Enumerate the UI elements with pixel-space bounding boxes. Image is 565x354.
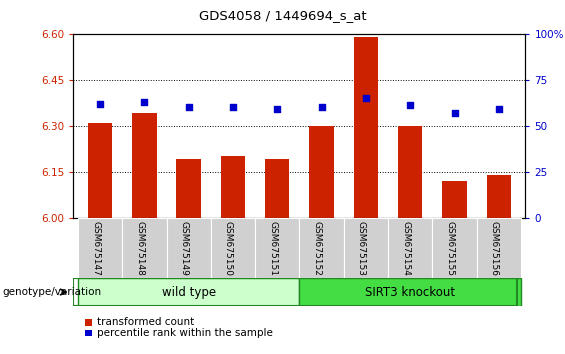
- Text: GSM675148: GSM675148: [136, 221, 144, 276]
- Bar: [310, 126, 334, 218]
- Text: GSM675152: GSM675152: [312, 221, 321, 276]
- Point: [228, 104, 237, 110]
- Text: percentile rank within the sample: percentile rank within the sample: [97, 328, 273, 338]
- Point: [362, 95, 371, 101]
- Bar: [398, 126, 423, 218]
- Bar: [78, 218, 122, 278]
- Text: GDS4058 / 1449694_s_at: GDS4058 / 1449694_s_at: [199, 9, 366, 22]
- Bar: [255, 218, 299, 278]
- Text: SIRT3 knockout: SIRT3 knockout: [365, 286, 455, 298]
- Bar: [85, 330, 92, 336]
- Point: [273, 106, 282, 112]
- Text: genotype/variation: genotype/variation: [3, 287, 102, 297]
- Text: GSM675154: GSM675154: [401, 221, 410, 276]
- Bar: [299, 218, 344, 278]
- Point: [317, 104, 326, 110]
- Bar: [442, 181, 467, 218]
- Bar: [88, 122, 112, 218]
- Bar: [344, 218, 388, 278]
- Text: GSM675150: GSM675150: [224, 221, 233, 276]
- Text: GSM675147: GSM675147: [91, 221, 100, 276]
- Bar: [122, 218, 167, 278]
- Bar: [354, 37, 378, 218]
- Text: GSM675156: GSM675156: [490, 221, 499, 276]
- Bar: [221, 156, 245, 218]
- Text: GSM675149: GSM675149: [180, 221, 189, 276]
- Bar: [486, 175, 511, 218]
- Bar: [388, 218, 432, 278]
- Point: [406, 103, 415, 108]
- Bar: [132, 113, 157, 218]
- Bar: [477, 218, 521, 278]
- Text: GSM675155: GSM675155: [446, 221, 455, 276]
- Text: wild type: wild type: [162, 286, 216, 298]
- Text: transformed count: transformed count: [97, 318, 194, 327]
- Bar: [265, 159, 289, 218]
- Bar: [211, 218, 255, 278]
- Point: [140, 99, 149, 104]
- Bar: [85, 319, 92, 326]
- Bar: [167, 218, 211, 278]
- Point: [450, 110, 459, 116]
- Bar: [432, 218, 477, 278]
- Bar: [299, 278, 521, 306]
- Bar: [176, 159, 201, 218]
- Point: [494, 106, 503, 112]
- Point: [95, 101, 105, 107]
- Text: GSM675153: GSM675153: [357, 221, 366, 276]
- Bar: [78, 278, 299, 306]
- Point: [184, 104, 193, 110]
- Text: GSM675151: GSM675151: [268, 221, 277, 276]
